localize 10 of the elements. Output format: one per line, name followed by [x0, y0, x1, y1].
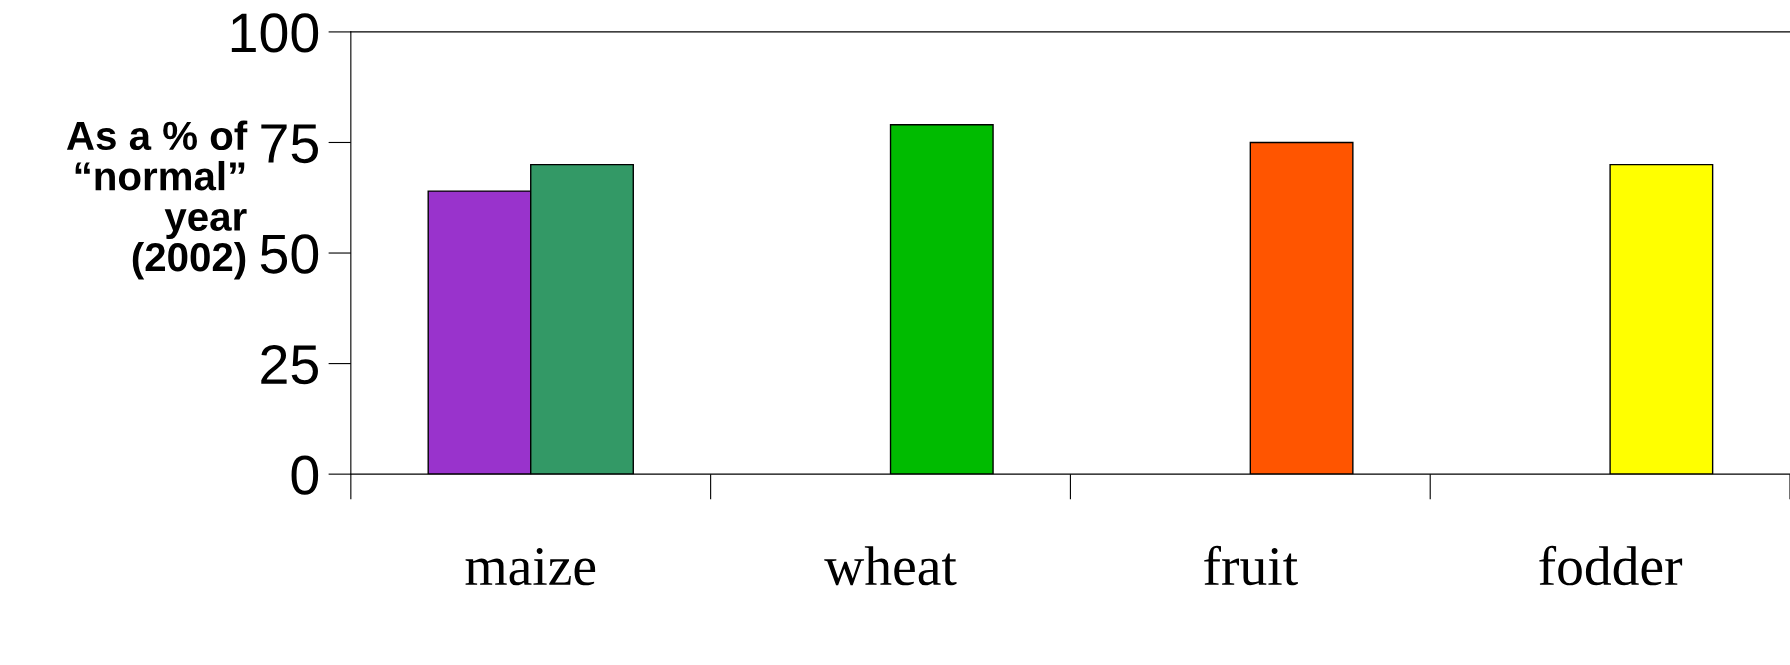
x-tick-label: fodder — [1539, 545, 1683, 586]
y-tick-label: 50 — [260, 234, 319, 274]
y-tick-label: 25 — [261, 344, 318, 385]
x-tick-label: wheat — [824, 546, 957, 586]
y-tick-label: 75 — [261, 124, 318, 164]
y-axis-title: As a % of “normal” year (2002) — [66, 120, 248, 280]
y-tick-label: 100 — [231, 13, 319, 53]
x-tick-label: maize — [465, 548, 596, 586]
y-tick-label: 0 — [291, 455, 319, 495]
x-tick-label: fruit — [1204, 545, 1298, 586]
